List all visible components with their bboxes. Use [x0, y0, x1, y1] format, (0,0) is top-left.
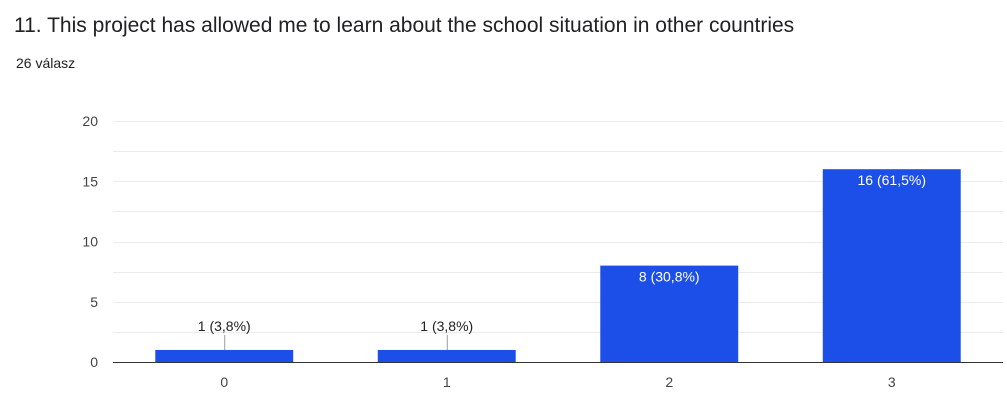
question-title: 11. This project has allowed me to learn… [14, 14, 795, 37]
x-tick-label: 0 [220, 374, 228, 390]
x-tick-label: 1 [443, 374, 451, 390]
data-label-2: 8 (30,8%) [639, 269, 700, 285]
y-tick-label: 10 [82, 234, 98, 250]
y-tick-label: 5 [90, 294, 98, 310]
y-axis-ticks: 0 5 10 15 20 [82, 113, 98, 370]
bar-3 [822, 169, 961, 362]
x-axis-ticks: 0 1 2 3 [220, 374, 896, 390]
bar-0 [155, 349, 294, 362]
data-labels: 1 (3,8%) 1 (3,8%) 8 (30,8%) 16 (61,5%) [198, 172, 926, 334]
bar-2 [600, 265, 739, 362]
y-tick-label: 15 [82, 173, 98, 189]
bar-1 [377, 349, 516, 362]
bars [155, 169, 961, 362]
label-leaders [224, 334, 448, 350]
data-label-0: 1 (3,8%) [198, 318, 251, 334]
data-label-1: 1 (3,8%) [420, 318, 473, 334]
data-label-3: 16 (61,5%) [858, 172, 926, 188]
response-count: 26 válasz [16, 55, 76, 71]
x-tick-label: 2 [665, 374, 673, 390]
x-tick-label: 3 [888, 374, 896, 390]
y-tick-label: 20 [82, 113, 98, 129]
y-tick-label: 0 [90, 354, 98, 370]
